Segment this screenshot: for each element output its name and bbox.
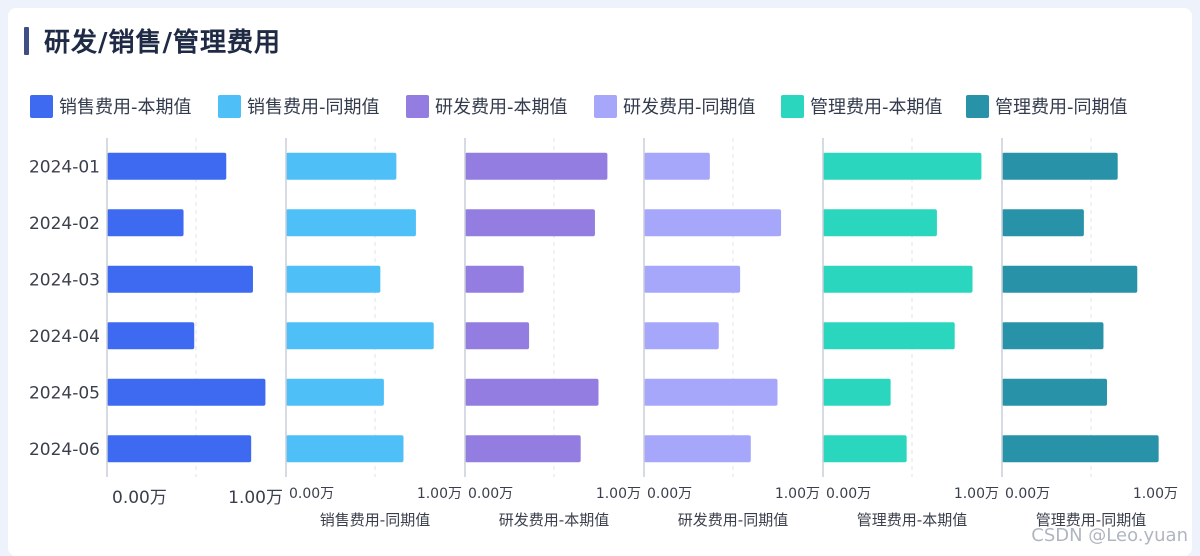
bar <box>823 152 982 180</box>
category-label: 2024-04 <box>29 327 100 347</box>
bar <box>107 209 184 237</box>
bar <box>644 209 782 237</box>
tick-label: 1.00万 <box>228 488 283 508</box>
tick-label: 1.00万 <box>417 486 462 502</box>
bar <box>1002 378 1108 406</box>
legend-swatch <box>218 94 241 118</box>
legend-item[interactable]: 管理费用-同期值 <box>966 90 1128 122</box>
bar <box>107 378 266 406</box>
bar <box>465 265 524 293</box>
bar <box>823 378 891 406</box>
bar <box>644 435 751 463</box>
tick-label: 0.00万 <box>1005 486 1050 502</box>
axis-title: 研发费用-本期值 <box>499 511 609 529</box>
legend-label: 管理费用-本期值 <box>810 97 943 118</box>
tick-label: 0.00万 <box>826 486 871 502</box>
page-title: 研发/销售/管理费用 <box>44 28 281 58</box>
legend-item[interactable]: 销售费用-同期值 <box>218 90 380 122</box>
bar <box>823 435 907 463</box>
legend-label: 销售费用-同期值 <box>247 97 380 118</box>
bar <box>286 322 434 350</box>
bar <box>107 265 253 293</box>
legend-swatch <box>30 94 53 118</box>
axis-title: 管理费用-同期值 <box>1036 511 1146 529</box>
bar <box>823 209 937 237</box>
legend-label: 管理费用-同期值 <box>995 97 1128 118</box>
legend-item[interactable]: 管理费用-本期值 <box>781 90 943 122</box>
axis-title: 管理费用-本期值 <box>857 511 967 529</box>
tick-label: 0.00万 <box>468 486 513 502</box>
bar <box>1002 152 1118 180</box>
tick-label: 1.00万 <box>775 486 820 502</box>
bar <box>286 152 397 180</box>
legend-swatch <box>594 94 617 118</box>
bar <box>644 265 741 293</box>
bar <box>107 152 227 180</box>
axis-title: 销售费用-同期值 <box>320 511 430 529</box>
legend-swatch <box>966 94 989 118</box>
bar <box>286 209 416 237</box>
tick-label: 1.00万 <box>954 486 999 502</box>
tick-label: 0.00万 <box>112 488 167 508</box>
bar <box>1002 322 1104 350</box>
bar <box>823 322 955 350</box>
tick-label: 0.00万 <box>289 486 334 502</box>
category-label: 2024-01 <box>29 157 100 177</box>
bar <box>286 378 384 406</box>
bar <box>465 209 595 237</box>
title-accent-bar <box>24 27 29 55</box>
legend-swatch <box>406 94 429 118</box>
axis-title: 研发费用-同期值 <box>678 511 788 529</box>
legend-item[interactable]: 销售费用-本期值 <box>30 90 192 122</box>
category-label: 2024-03 <box>29 270 100 290</box>
bar <box>465 435 581 463</box>
legend-label: 销售费用-本期值 <box>59 97 192 118</box>
bar <box>823 265 973 293</box>
legend-item[interactable]: 研发费用-本期值 <box>406 90 568 122</box>
watermark: CSDN @Leo.yuan <box>1031 525 1188 546</box>
legend-item[interactable]: 研发费用-同期值 <box>594 90 756 122</box>
bar <box>1002 435 1159 463</box>
bar <box>644 378 778 406</box>
tick-label: 1.00万 <box>1133 486 1178 502</box>
bar <box>286 265 381 293</box>
bar <box>465 322 530 350</box>
category-label: 2024-05 <box>29 383 100 403</box>
bar <box>1002 209 1084 237</box>
bar <box>465 152 608 180</box>
tick-label: 1.00万 <box>596 486 641 502</box>
legend-label: 研发费用-同期值 <box>623 97 756 118</box>
bar <box>465 378 599 406</box>
bar <box>107 322 195 350</box>
bar <box>286 435 404 463</box>
bar <box>644 322 719 350</box>
legend-swatch <box>781 94 804 118</box>
bar <box>107 435 252 463</box>
tick-label: 0.00万 <box>647 486 692 502</box>
bar <box>644 152 710 180</box>
bar <box>1002 265 1138 293</box>
category-label: 2024-02 <box>29 214 100 234</box>
legend-label: 研发费用-本期值 <box>435 97 568 118</box>
category-label: 2024-06 <box>29 440 100 460</box>
